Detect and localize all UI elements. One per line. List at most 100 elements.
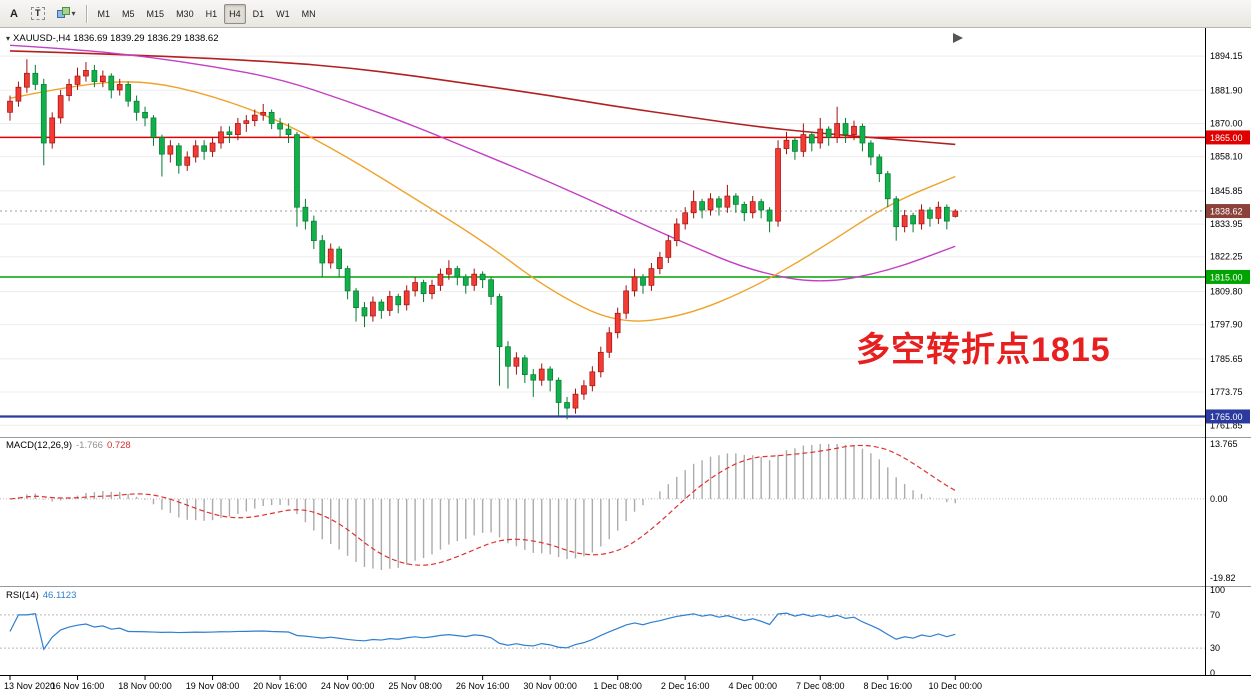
timeframe-m15-button[interactable]: M15 [142, 4, 170, 24]
candle [505, 346, 511, 367]
candle [488, 279, 494, 297]
candle [24, 72, 30, 88]
rsi-axis-label: 70 [1210, 610, 1220, 620]
candle [893, 198, 900, 228]
toolbar: A T ▾ M1 M5 M15 M30 H1 H4 D1 W1 MN [0, 0, 1251, 28]
candle [49, 117, 56, 144]
rsi-name: RSI(14) [6, 590, 39, 601]
candle [403, 290, 410, 306]
time-axis-label[interactable]: 10 Dec 00:00 [929, 681, 983, 691]
rsi-axis-label: 100 [1210, 585, 1225, 595]
time-axis-label[interactable]: 16 Nov 16:00 [51, 681, 105, 691]
macd-indicator-label: MACD(12,26,9) -1.766 0.728 [6, 440, 131, 451]
candle [868, 142, 874, 158]
time-axis-label[interactable]: 18 Nov 00:00 [118, 681, 172, 691]
candle [142, 111, 148, 119]
candle [361, 307, 368, 317]
time-axis-label[interactable]: 26 Nov 16:00 [456, 681, 510, 691]
candle [285, 128, 292, 135]
rsi-axis-label: 30 [1210, 643, 1220, 653]
price-tick-label: 1773.75 [1210, 387, 1243, 397]
time-axis-label[interactable]: 8 Dec 16:00 [863, 681, 912, 691]
candle [741, 204, 748, 214]
candle [446, 268, 452, 275]
candle [834, 123, 840, 138]
candle [336, 248, 343, 269]
candle [910, 215, 916, 225]
candle [724, 195, 731, 208]
candle [344, 268, 351, 292]
time-axis-label[interactable]: 4 Dec 00:00 [728, 681, 777, 691]
candle [91, 70, 98, 82]
candle [513, 357, 520, 367]
candle [716, 198, 722, 208]
timeframe-h4-button[interactable]: H4 [224, 3, 246, 24]
candle [327, 248, 334, 264]
timeframe-m1-button[interactable]: M1 [93, 4, 116, 24]
price-tick-label: 1833.95 [1210, 219, 1243, 229]
candle [40, 84, 47, 144]
candle [665, 240, 672, 258]
time-axis-label[interactable]: 20 Nov 16:00 [253, 681, 307, 691]
candle [876, 156, 883, 175]
candle [564, 402, 570, 409]
candle [420, 282, 427, 295]
text-tool-button[interactable]: T [26, 4, 50, 24]
candle [74, 75, 81, 85]
candle [235, 123, 241, 135]
macd-axis-label: 0.00 [1210, 494, 1228, 504]
hline-badge [1206, 409, 1250, 424]
candle [83, 70, 89, 77]
candle [116, 84, 123, 91]
price-tick-label: 1845.85 [1210, 186, 1243, 196]
candle [386, 296, 393, 311]
macd-signal-line [9, 444, 956, 566]
price-tick-label: 1858.10 [1210, 152, 1243, 162]
candle [640, 276, 646, 286]
timeframe-h1-button[interactable]: H1 [201, 4, 223, 24]
candle [884, 173, 891, 200]
candle [226, 131, 233, 135]
macd-main-value: -1.766 [76, 440, 103, 451]
timeframe-w1-button[interactable]: W1 [271, 4, 295, 24]
time-axis-label[interactable]: 2 Dec 16:00 [661, 681, 710, 691]
price-tick-label: 1797.90 [1210, 320, 1243, 330]
cursor-tool-button[interactable]: A [4, 4, 24, 24]
candle [606, 332, 613, 353]
timeframe-mn-button[interactable]: MN [297, 4, 321, 24]
time-axis-label[interactable]: 19 Nov 08:00 [186, 681, 240, 691]
time-axis-label[interactable]: 7 Dec 08:00 [796, 681, 845, 691]
time-axis-label[interactable]: 13 Nov 2020 [4, 681, 55, 691]
price-tick-label: 1894.15 [1210, 51, 1243, 61]
symbol-title: ▾ XAUUSD-,H4 1836.69 1839.29 1836.29 1838… [6, 33, 218, 44]
candle [732, 195, 739, 205]
objects-dropdown-button[interactable]: ▾ [52, 4, 81, 24]
symbol-title-text: XAUUSD-,H4 1836.69 1839.29 1836.29 1838.… [13, 33, 219, 44]
layers-icon [56, 7, 70, 20]
candle [783, 139, 790, 149]
chart-shift-marker [953, 33, 963, 43]
timeframe-m30-button[interactable]: M30 [171, 4, 199, 24]
ma-mid [9, 44, 956, 282]
time-axis-label[interactable]: 25 Nov 08:00 [388, 681, 442, 691]
rsi-line [9, 612, 956, 651]
time-axis-label[interactable]: 1 Dec 08:00 [593, 681, 642, 691]
timeframe-d1-button[interactable]: D1 [248, 4, 270, 24]
time-axis-label[interactable]: 24 Nov 00:00 [321, 681, 375, 691]
candle [851, 125, 857, 135]
candle [412, 282, 418, 292]
chart-annotation[interactable]: 多空转折点1815 [856, 331, 1111, 369]
candle [943, 206, 950, 222]
candle [7, 100, 13, 113]
timeframe-m5-button[interactable]: M5 [117, 4, 140, 24]
candle [302, 206, 309, 222]
time-axis-label[interactable]: 30 Nov 00:00 [523, 681, 577, 691]
candle [251, 114, 258, 122]
current-price-badge [1206, 204, 1250, 219]
cursor-tool-label: A [10, 7, 18, 20]
candle [66, 84, 72, 96]
candle [792, 139, 798, 152]
candle [614, 312, 621, 334]
